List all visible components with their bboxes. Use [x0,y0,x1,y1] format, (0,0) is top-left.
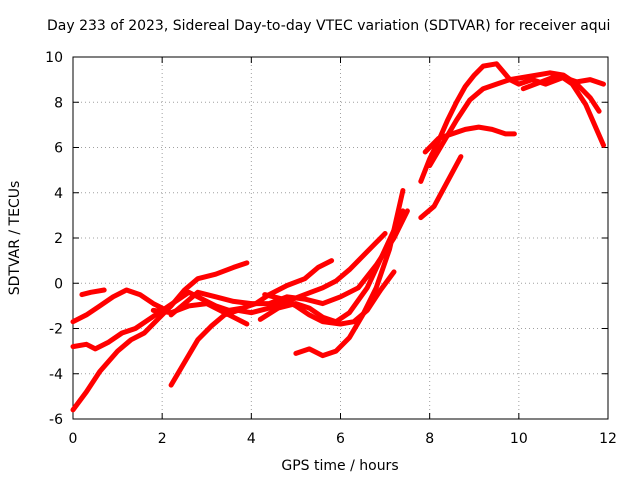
axis-ticks: 0 2 4 6 8 10 12 -6 -4 -2 0 2 4 6 8 10 [45,50,617,447]
y-tick-label: 2 [54,231,63,247]
x-tick-label: 6 [336,431,345,447]
chart-title: Day 233 of 2023, Sidereal Day-to-day VTE… [47,18,610,34]
series-arc-2 [70,287,165,325]
y-tick-label: -6 [49,412,63,428]
data-series [70,61,606,413]
y-tick-label: 10 [45,50,63,66]
x-tick-label: 8 [425,431,434,447]
y-tick-label: -2 [49,322,63,338]
y-tick-label: 4 [54,186,63,202]
y-tick-label: 8 [54,95,63,111]
series-arc-10 [257,208,406,325]
series-arc-14 [422,124,517,155]
y-axis-label: SDTVAR / TECUs [7,181,23,296]
x-tick-label: 0 [69,431,78,447]
series-arc-9 [293,188,406,359]
x-axis-label: GPS time / hours [281,458,398,474]
x-tick-label: 12 [599,431,617,447]
series-arc-8 [262,269,397,327]
series-arc-13 [520,72,606,148]
y-tick-label: 6 [54,141,63,157]
series-arc-1 [70,260,250,413]
x-tick-label: 2 [158,431,167,447]
series-arc-12 [427,70,602,169]
series-arc-3 [79,287,107,298]
x-tick-label: 4 [247,431,256,447]
grid [73,57,608,419]
series-arc-7 [168,208,410,318]
y-tick-label: 0 [54,276,63,292]
x-tick-label: 10 [510,431,528,447]
y-tick-label: -4 [49,367,63,383]
series-arc-5 [168,231,388,388]
series-arc-15 [418,154,464,221]
